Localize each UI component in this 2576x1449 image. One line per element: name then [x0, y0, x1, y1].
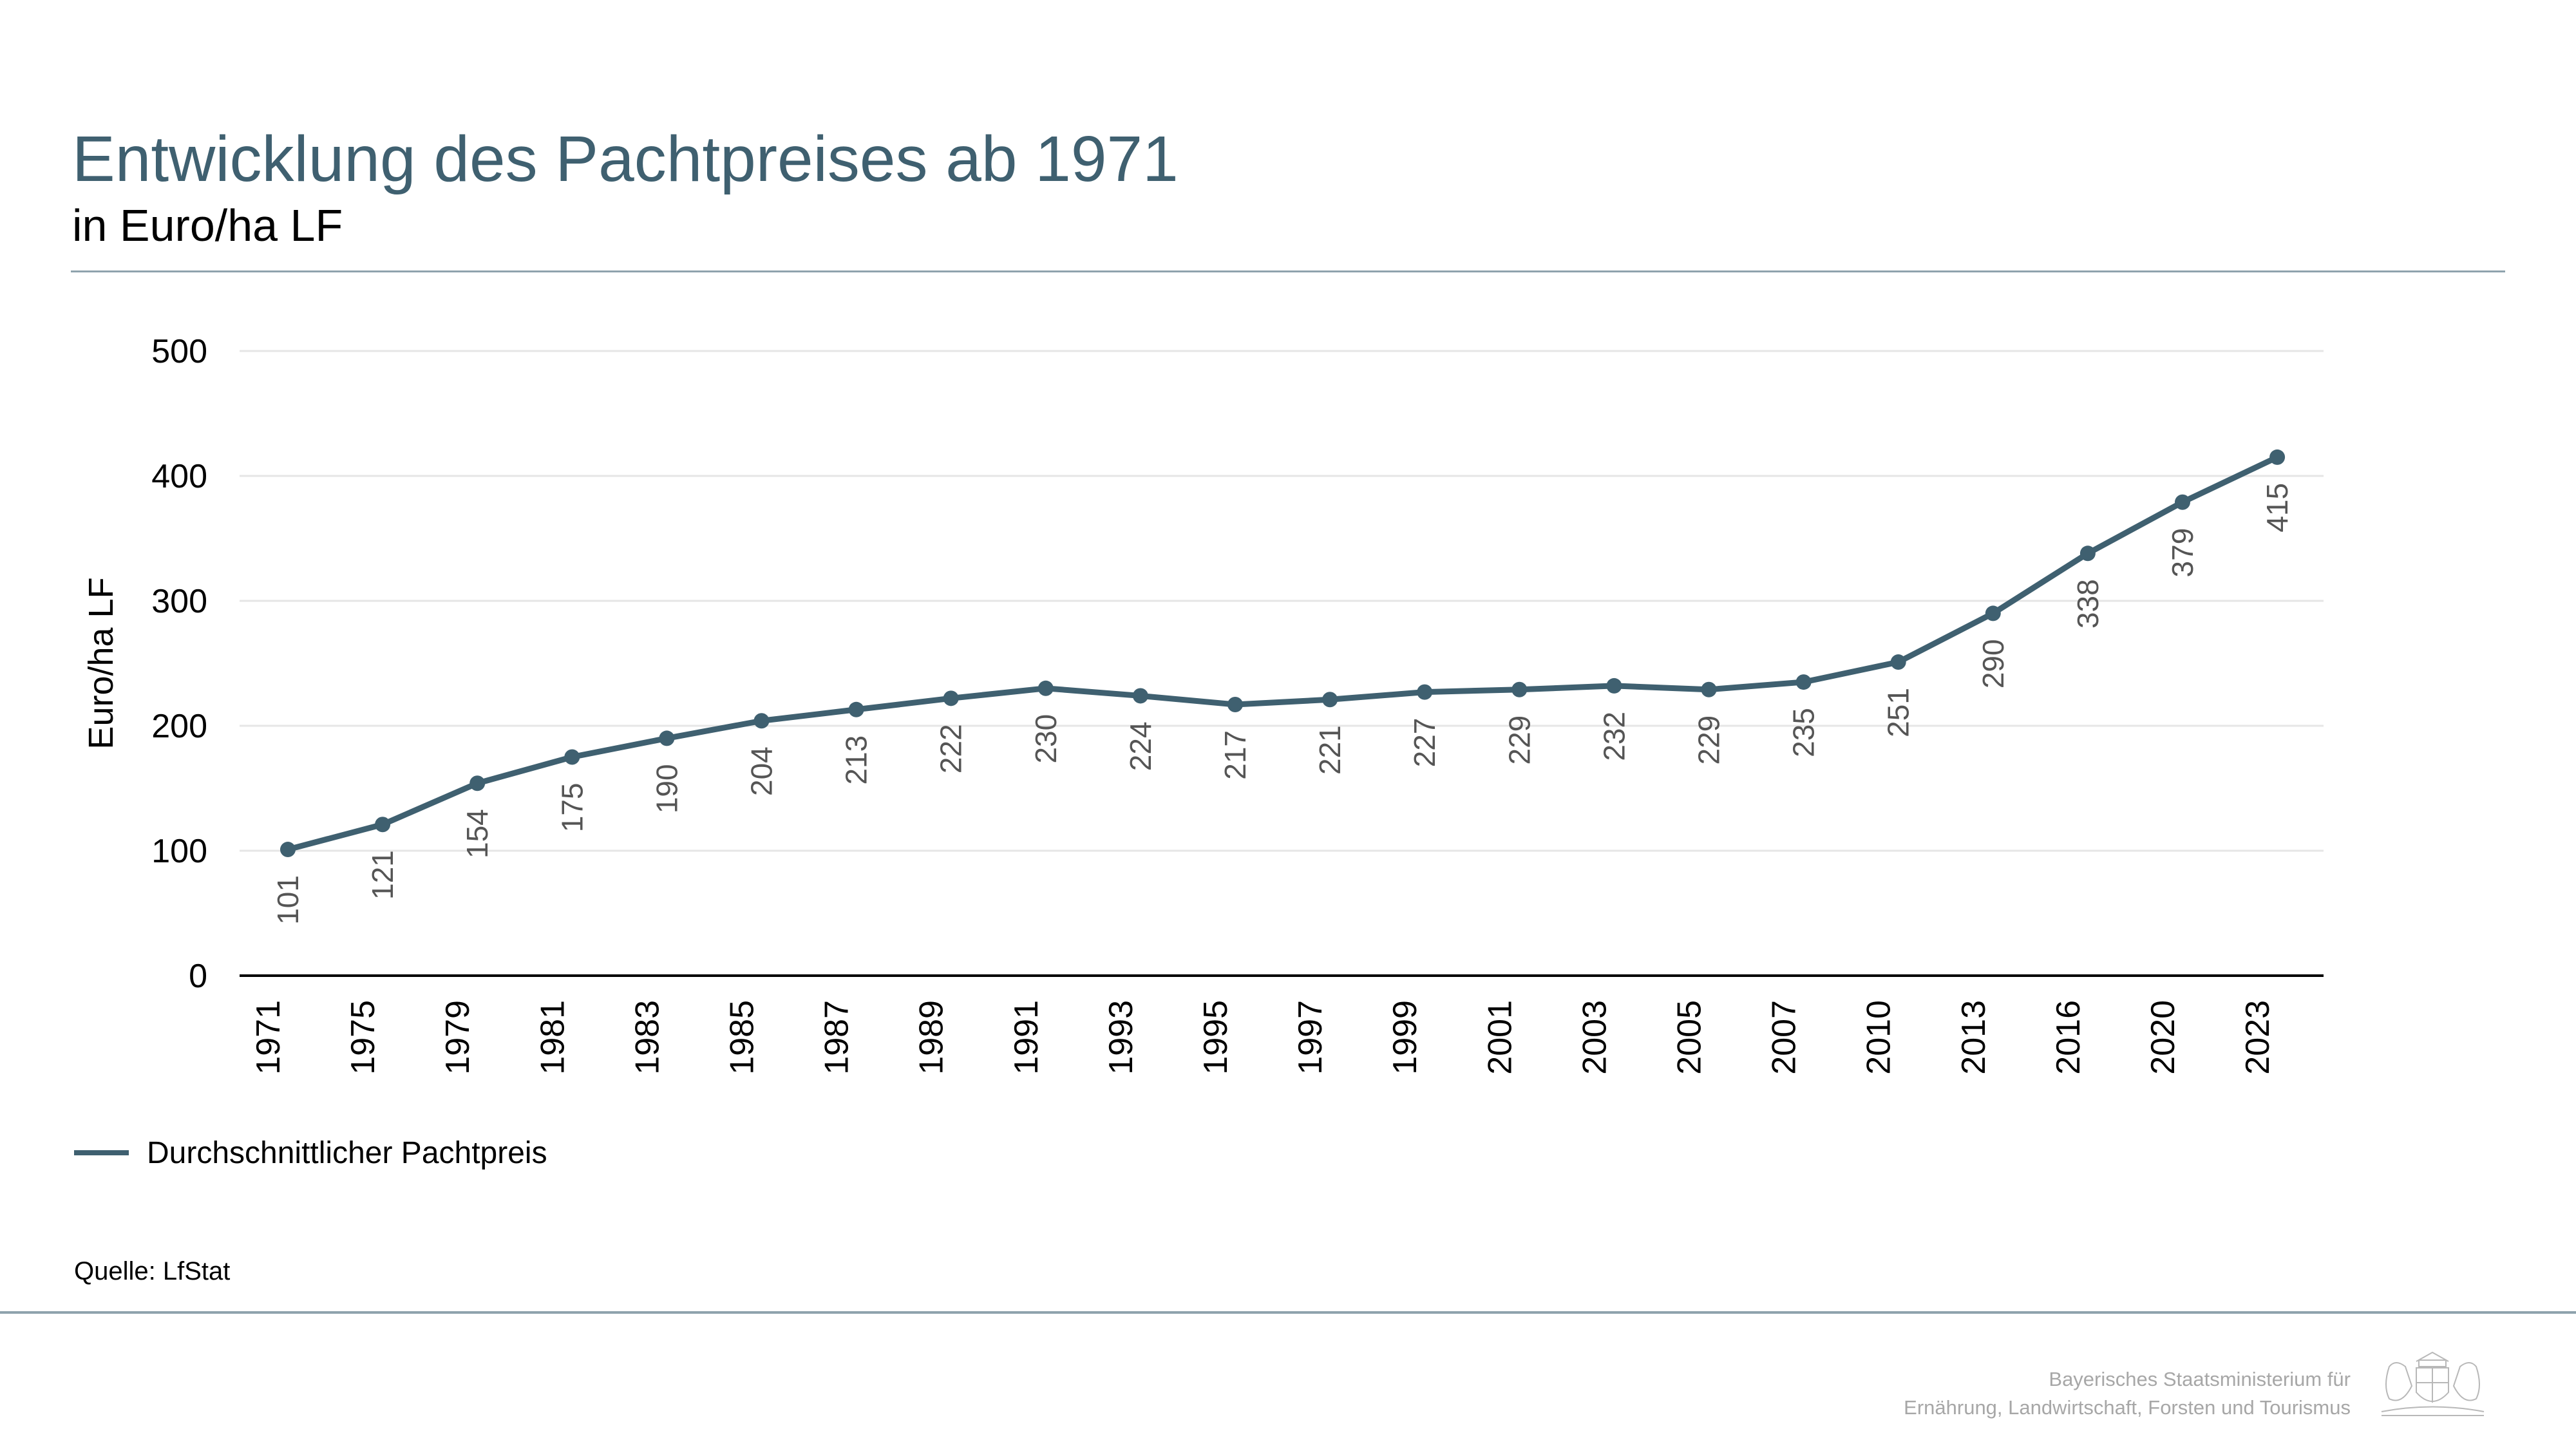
x-tick-label: 1997 [1292, 1000, 1329, 1075]
data-point [1227, 697, 1243, 713]
data-label: 251 [1882, 688, 1915, 737]
data-label: 217 [1218, 730, 1252, 780]
data-point [564, 749, 580, 765]
x-tick-label: 1983 [629, 1000, 666, 1075]
data-point [943, 690, 959, 706]
x-tick-label: 2013 [1955, 1000, 1993, 1075]
legend: Durchschnittlicher Pachtpreis [74, 1130, 547, 1175]
data-point [753, 713, 770, 729]
page-subtitle: in Euro/ha LF [72, 200, 343, 251]
y-axis-ticks: 0 100 200 300 400 500 [151, 333, 207, 995]
data-point [1985, 605, 2001, 621]
data-label: 338 [2071, 579, 2105, 629]
x-tick-label: 1985 [724, 1000, 761, 1075]
y-tick-label: 0 [189, 958, 207, 995]
x-tick-label: 2003 [1576, 1000, 1613, 1075]
x-tick-label: 1989 [913, 1000, 951, 1075]
ministry-name: Bayerisches Staatsministerium für Ernähr… [1904, 1365, 2351, 1422]
y-tick-label: 500 [151, 333, 207, 370]
data-point [659, 730, 675, 746]
data-label: 379 [2166, 528, 2199, 578]
grid-lines [240, 350, 2324, 852]
x-tick-label: 2005 [1671, 1000, 1709, 1075]
x-tick-label: 1995 [1197, 1000, 1235, 1075]
data-point [1132, 688, 1148, 704]
data-point [1701, 681, 1717, 697]
data-point [1511, 681, 1528, 697]
data-label: 290 [1976, 639, 2010, 688]
ministry-line-1: Bayerisches Staatsministerium für [2049, 1368, 2351, 1390]
ministry-line-2: Ernährung, Landwirtschaft, Forsten und T… [1904, 1396, 2351, 1419]
x-tick-label: 1987 [819, 1000, 856, 1075]
data-point [848, 701, 864, 717]
data-label: 232 [1597, 712, 1631, 761]
data-label: 224 [1124, 721, 1157, 771]
data-label: 229 [1502, 715, 1536, 765]
y-tick-label: 100 [151, 833, 207, 870]
data-label: 121 [366, 850, 399, 900]
y-tick-label: 300 [151, 583, 207, 620]
data-point [1795, 674, 1812, 690]
legend-swatch [74, 1150, 129, 1155]
series-line [287, 454, 2279, 853]
x-axis-ticks: 1971 1975 1979 1981 1983 1985 1987 1989 1991 1993… [250, 1000, 2277, 1075]
line-chart: 0 100 200 300 400 500 1971 1975 1979 1981 1983 198… [82, 333, 2324, 1075]
data-label: 230 [1029, 714, 1063, 764]
data-label: 175 [555, 783, 589, 833]
data-point [2175, 494, 2190, 510]
x-tick-label: 1991 [1008, 1000, 1045, 1075]
y-axis-label: Euro/ha LF [82, 577, 120, 749]
source-note: Quelle: LfStat [74, 1257, 231, 1285]
page-title: Entwicklung des Pachtpreises ab 1971 [72, 123, 1179, 195]
data-label: 190 [650, 764, 683, 813]
data-point [1322, 692, 1338, 708]
y-tick-label: 400 [151, 458, 207, 495]
x-tick-label: 1981 [534, 1000, 571, 1075]
x-tick-label: 2023 [2239, 1000, 2277, 1075]
data-label: 229 [1692, 715, 1726, 765]
x-tick-label: 2016 [2050, 1000, 2087, 1075]
data-point [280, 842, 296, 858]
header-divider [71, 270, 2505, 272]
x-tick-label: 2020 [2145, 1000, 2182, 1075]
data-point [1890, 654, 1906, 670]
footer-divider [0, 1311, 2576, 1314]
data-label: 227 [1408, 718, 1441, 768]
x-tick-label: 1999 [1387, 1000, 1424, 1075]
coat-of-arms-logo [2381, 1351, 2485, 1416]
legend-label: Durchschnittlicher Pachtpreis [147, 1135, 547, 1170]
x-tick-label: 2001 [1481, 1000, 1519, 1075]
data-point [375, 817, 391, 833]
x-tick-label: 1975 [345, 1000, 382, 1075]
data-label: 204 [745, 746, 779, 796]
data-point [2269, 449, 2286, 465]
x-tick-label: 2007 [1766, 1000, 1803, 1075]
data-point [1037, 680, 1054, 696]
x-tick-label: 1979 [439, 1000, 477, 1075]
data-label: 221 [1313, 725, 1347, 775]
data-label: 101 [271, 875, 305, 925]
data-point [2079, 545, 2096, 562]
data-point [1606, 677, 1622, 694]
x-tick-label: 2010 [1861, 1000, 1898, 1075]
data-label: 222 [934, 724, 968, 773]
x-tick-label: 1993 [1103, 1000, 1140, 1075]
series-layer: 101 121 154 175 190 204 213 222 230 224 217 221 227 2… [271, 449, 2294, 925]
data-label: 213 [840, 735, 873, 785]
data-point [1417, 684, 1433, 700]
x-tick-label: 1971 [250, 1000, 287, 1075]
y-tick-label: 200 [151, 708, 207, 745]
data-label: 235 [1787, 708, 1821, 757]
data-label: 154 [460, 809, 494, 858]
data-point [469, 775, 486, 791]
data-label: 415 [2260, 483, 2294, 533]
